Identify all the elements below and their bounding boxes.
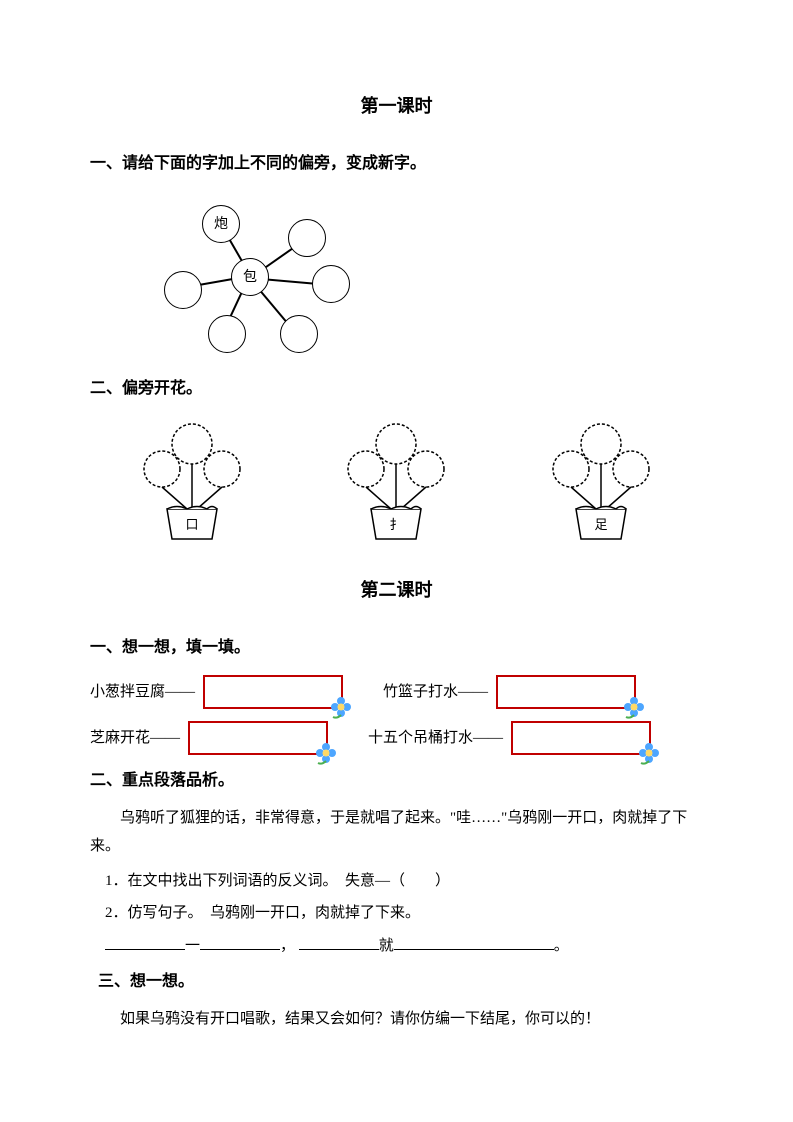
svg-text:足: 足 <box>594 517 607 532</box>
answer-box-1[interactable] <box>496 675 636 709</box>
fill-row-1: 小葱拌豆腐—— 竹篮子打水—— <box>90 675 703 709</box>
flower-pot-2[interactable]: 扌 <box>321 414 471 554</box>
passage-text: 乌鸦听了狐狸的话，非常得意，于是就唱了起来。"哇……"乌鸦刚一开口，肉就掉了下来… <box>90 804 703 861</box>
center-char: 包 <box>243 265 257 290</box>
blank-sep-0: 一 <box>185 938 200 954</box>
answer-box-2[interactable] <box>188 721 328 755</box>
svg-text:扌: 扌 <box>390 517 403 532</box>
center-circle: 包 <box>231 258 269 296</box>
l2-s1-header: 一、想一想，填一填。 <box>90 634 703 663</box>
answer-box-3[interactable] <box>511 721 651 755</box>
example-char: 炮 <box>214 212 228 237</box>
question-1: 1．在文中找出下列词语的反义词。 失意—（ ） <box>105 867 703 896</box>
lesson1-title: 第一课时 <box>90 90 703 122</box>
fill-label-3: 十五个吊桶打水—— <box>368 725 503 752</box>
l2-s2-header: 二、重点段落品析。 <box>90 767 703 796</box>
flower-icon <box>314 741 338 765</box>
l2-s3-header: 三、想一想。 <box>98 968 703 997</box>
outer-circle-1[interactable]: 炮 <box>202 205 240 243</box>
flower-icon <box>329 695 353 719</box>
l1-s2-header: 二、偏旁开花。 <box>90 375 703 404</box>
blank-sep-1: ， <box>280 938 295 954</box>
fill-label-1: 竹篮子打水—— <box>383 679 488 706</box>
outer-circle-5[interactable] <box>208 315 246 353</box>
flower-pot-3[interactable]: 足 <box>526 414 676 554</box>
question-2-blanks[interactable]: 一 ， 就 。 <box>105 932 703 961</box>
fill-label-2: 芝麻开花—— <box>90 725 180 752</box>
blank-sep-3: 。 <box>554 938 569 954</box>
answer-box-0[interactable] <box>203 675 343 709</box>
section3-prompt: 如果乌鸦没有开口唱歌，结果又会如何？请你仿编一下结尾，你可以的！ <box>90 1005 703 1034</box>
flower-pot-1[interactable]: 口 <box>117 414 267 554</box>
flower-icon <box>637 741 661 765</box>
blank-sep-2: 就 <box>379 938 394 954</box>
outer-circle-2[interactable] <box>288 219 326 257</box>
l1-s1-header: 一、请给下面的字加上不同的偏旁，变成新字。 <box>90 150 703 179</box>
lesson2-title: 第二课时 <box>90 574 703 606</box>
flower-pots-row: 口 扌 足 <box>90 414 703 554</box>
fill-label-0: 小葱拌豆腐—— <box>90 679 195 706</box>
outer-circle-3[interactable] <box>312 265 350 303</box>
outer-circle-4[interactable] <box>280 315 318 353</box>
svg-text:口: 口 <box>186 517 199 532</box>
flower-icon <box>622 695 646 719</box>
radical-diagram: 包 炮 <box>150 187 703 367</box>
fill-row-2: 芝麻开花—— 十五个吊桶打水—— <box>90 721 703 755</box>
question-2: 2．仿写句子。 乌鸦刚一开口，肉就掉了下来。 <box>105 899 703 928</box>
outer-circle-6[interactable] <box>164 271 202 309</box>
